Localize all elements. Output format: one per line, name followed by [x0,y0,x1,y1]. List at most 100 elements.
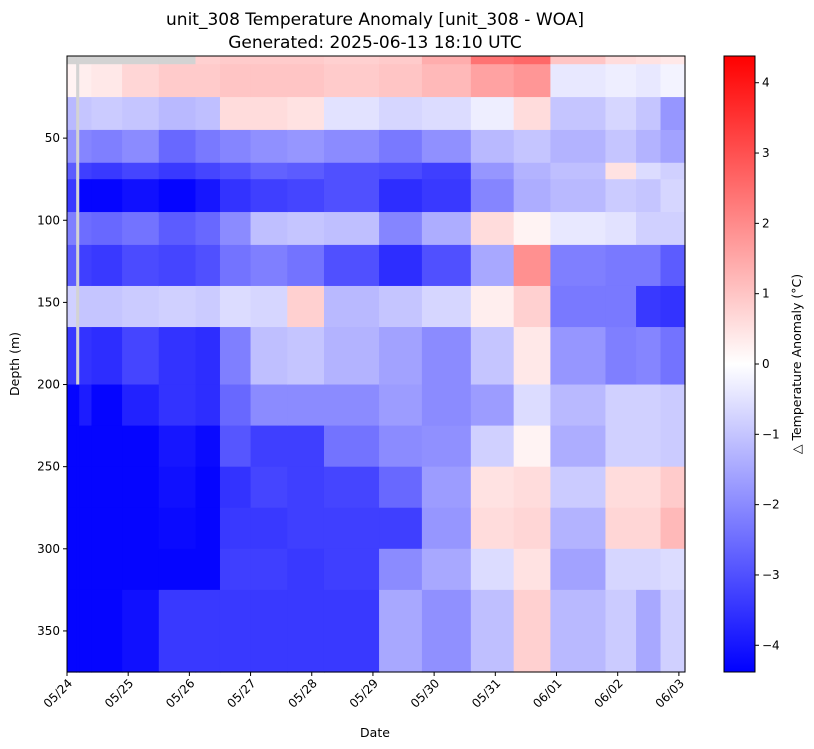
heatmap-cell [636,507,662,550]
y-axis: 50 100 150 200 250 300 350 [37,131,67,638]
heatmap-cell [158,285,197,328]
heatmap-cell [91,507,123,550]
heatmap-cell [195,162,221,180]
heatmap-cell [79,244,93,287]
heatmap-cell [287,64,325,98]
heatmap-cell [660,244,686,287]
heatmap-cell [323,466,380,509]
heatmap-cell [250,384,288,427]
heatmap-cell [67,589,77,673]
heatmap-cell [67,64,77,98]
heatmap-cell [158,244,197,287]
heatmap-cell [158,129,197,164]
heatmap-cell [76,129,80,164]
heatmap-cell [470,466,515,509]
heatmap-cell [219,327,252,386]
heatmap-cell [513,285,551,328]
heatmap-cell [660,64,686,98]
heatmap-cell [550,64,607,98]
heatmap-cell [379,64,423,98]
heatmap-cell [470,507,515,550]
heatmap-cell [379,327,423,386]
heatmap-cell [323,212,380,246]
heatmap-cell [158,162,197,180]
heatmap-cell [287,244,325,287]
heatmap-cell [195,212,221,246]
heatmap-cell [76,97,80,131]
heatmap-cell [219,425,252,468]
heatmap-cell [379,179,423,213]
heatmap-cell [122,129,160,164]
heatmap-cell [287,162,325,180]
colorbar-tick-label: −3 [762,568,780,582]
heatmap-cell [513,384,551,427]
x-tick-label: 06/02 [591,676,625,710]
heatmap-cell [287,425,325,468]
heatmap-cell [76,285,80,328]
heatmap-cell [158,97,197,131]
heatmap-cell [660,212,686,246]
heatmap-cell [605,384,637,427]
heatmap-cell [470,56,515,65]
heatmap-plot-area [67,56,686,673]
heatmap-cell [513,162,551,180]
heatmap-cell [91,162,123,180]
heatmap-cell [219,129,252,164]
heatmap-cell [287,285,325,328]
heatmap-cell [79,129,93,164]
colorbar-tick-label: 2 [762,216,770,230]
heatmap-cell [219,548,252,591]
heatmap-cell [550,466,607,509]
heatmap-cell [76,244,80,287]
heatmap-cell [250,64,288,98]
heatmap-cell [323,129,380,164]
heatmap-cell [250,56,288,65]
heatmap-cell [67,179,77,213]
heatmap-cell [158,589,197,673]
heatmap-cell [421,244,472,287]
heatmap-cell [323,327,380,386]
heatmap-cell [636,212,662,246]
x-tick-label: 05/24 [41,676,75,710]
heatmap-cell [421,162,472,180]
heatmap-cell [287,327,325,386]
heatmap-cell [550,179,607,213]
heatmap-cell [636,162,662,180]
heatmap-cell [122,548,160,591]
heatmap-cell [122,327,160,386]
heatmap-cell [122,285,160,328]
y-tick-label: 200 [37,378,60,392]
heatmap-cell [470,162,515,180]
heatmap-cell [323,64,380,98]
heatmap-cell [636,56,662,65]
heatmap-cell [79,97,93,131]
heatmap-cell [67,162,77,180]
heatmap-cell [76,56,80,65]
heatmap-cell [323,97,380,131]
heatmap-cell [195,179,221,213]
heatmap-cell [660,466,686,509]
heatmap-cell [250,548,288,591]
heatmap-cell [550,548,607,591]
heatmap-cell [550,162,607,180]
heatmap-cell [660,548,686,591]
heatmap-cell [605,548,637,591]
heatmap-cell [219,507,252,550]
heatmap-cell [91,64,123,98]
heatmap-cell [636,425,662,468]
heatmap-cell [470,212,515,246]
heatmap-cell [91,97,123,131]
heatmap-cell [195,64,221,98]
heatmap-cell [250,244,288,287]
heatmap-cell [605,212,637,246]
heatmap-cell [513,56,551,65]
heatmap-cell [195,285,221,328]
heatmap-cell [122,589,160,673]
heatmap-cell [79,589,93,673]
heatmap-cell [636,548,662,591]
heatmap-cell [470,384,515,427]
heatmap-cell [660,285,686,328]
heatmap-cell [287,179,325,213]
heatmap-cell [323,285,380,328]
heatmap-cell [550,507,607,550]
